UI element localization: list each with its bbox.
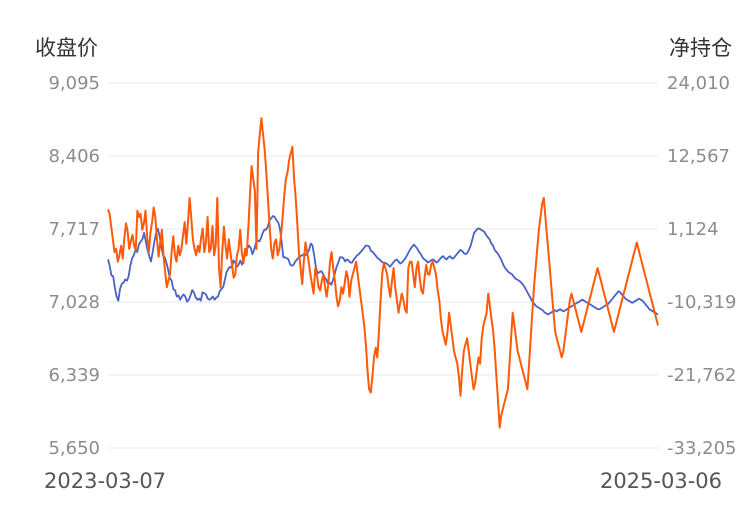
left-axis-ticks: 9,095 8,406 7,717 7,028 6,339 5,650 [48, 73, 100, 459]
left-tick-label: 9,095 [48, 73, 100, 94]
series-group [107, 117, 659, 429]
left-tick-label: 8,406 [48, 146, 100, 167]
gridlines [108, 82, 658, 449]
left-tick-label: 7,717 [48, 219, 100, 240]
right-axis-title: 净持仓 [669, 36, 732, 60]
left-tick-label: 5,650 [48, 438, 100, 459]
left-axis-title: 收盘价 [35, 36, 98, 60]
right-tick-label: -10,319 [667, 292, 736, 313]
right-tick-label: 1,124 [667, 219, 719, 240]
left-tick-label: 7,028 [48, 292, 100, 313]
right-tick-label: 24,010 [667, 73, 730, 94]
x-end-label: 2025-03-06 [600, 469, 722, 493]
right-tick-label: -21,762 [667, 365, 736, 386]
right-tick-label: -33,205 [667, 438, 736, 459]
net-position-line [107, 117, 659, 429]
right-tick-label: 12,567 [667, 146, 730, 167]
right-axis-ticks: 24,010 12,567 1,124 -10,319 -21,762 -33,205 [667, 73, 736, 459]
x-start-label: 2023-03-07 [44, 469, 166, 493]
left-tick-label: 6,339 [48, 365, 100, 386]
